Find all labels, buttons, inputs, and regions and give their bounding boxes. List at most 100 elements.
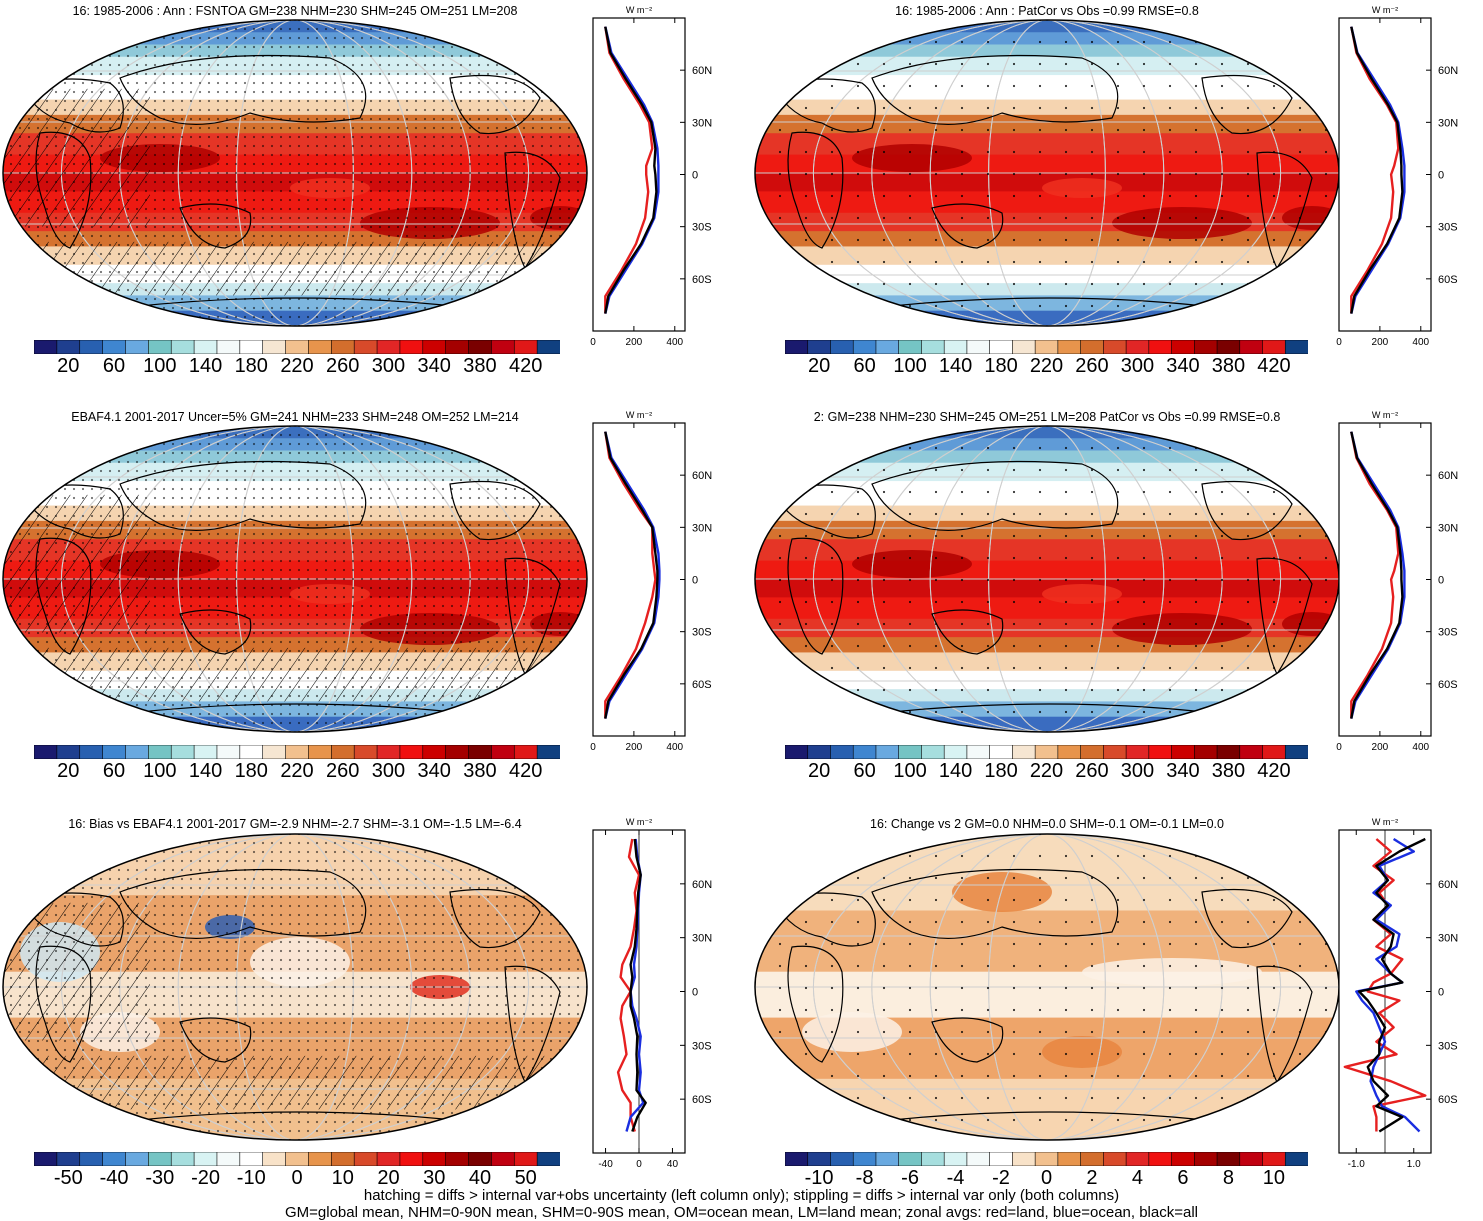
- continent-outline: [21, 892, 124, 947]
- zonal-ytick-label: 30S: [692, 1040, 712, 1052]
- zonal-ytick-label: 30N: [1438, 522, 1458, 534]
- colorbar-swatch: [34, 745, 58, 759]
- colorbar-swatch: [852, 745, 877, 759]
- panel-title: 16: 1985-2006 : Ann : FSNTOA GM=238 NHM=…: [72, 4, 518, 18]
- zonal-frame: [1338, 422, 1432, 737]
- colorbar-swatch: [1194, 340, 1218, 354]
- colorbar-swatch: [34, 1152, 58, 1166]
- colorbar-swatch: [875, 340, 900, 354]
- colorbar-tick-label: 20: [57, 355, 80, 377]
- continent-outline: [504, 557, 561, 676]
- zonal-p5: W m⁻² -40 0 40 60N 30N 0 30S 60S: [592, 817, 712, 1170]
- colorbar-swatch: [1239, 1152, 1264, 1166]
- zonal-series-all: [604, 26, 658, 314]
- hatching: [3, 1055, 587, 1110]
- colorbar-swatch: [1080, 340, 1104, 354]
- colorbar-swatch: [898, 745, 923, 759]
- colorbar-swatch: [1034, 745, 1059, 759]
- zonal-ytick-label: 0: [692, 575, 698, 587]
- map-p1: [2, 19, 588, 327]
- colorbar-swatch: [966, 1152, 991, 1166]
- colorbar-swatch: [1194, 1152, 1218, 1166]
- colorbar-tick-label: 180: [984, 760, 1018, 782]
- colorbar-swatch: [536, 340, 560, 354]
- continent-outline: [1256, 557, 1313, 676]
- continent-outline: [21, 78, 124, 133]
- colorbar-tick-label: 340: [1166, 760, 1200, 782]
- colorbar-tick-label: 10: [1262, 1167, 1286, 1189]
- colorbar-tick-label: 260: [1075, 760, 1109, 782]
- continent-outline: [787, 945, 844, 1063]
- colorbar-swatch: [170, 1152, 195, 1166]
- colorbar-swatch: [1012, 745, 1036, 759]
- zonal-unit-label: W m⁻²: [626, 5, 652, 15]
- colorbar-tick-label: -8: [855, 1167, 874, 1189]
- zonal-ytick-label: 30S: [1438, 1040, 1458, 1052]
- colorbar-tick-label: 380: [463, 760, 497, 782]
- zonal-ytick-label: 60N: [692, 879, 712, 891]
- colorbar-swatch: [331, 1152, 355, 1166]
- colorbar-swatch: [1216, 1152, 1241, 1166]
- colorbar-tick-label: 220: [1029, 760, 1064, 782]
- colorbar-swatch: [308, 745, 332, 759]
- zonal-series-ocean: [604, 431, 661, 719]
- colorbar-tick-label: 220: [1029, 355, 1064, 377]
- colorbar-swatch: [1057, 340, 1082, 354]
- colorbar-swatch: [830, 745, 854, 759]
- colorbar-swatch: [943, 1152, 968, 1166]
- colorbar-swatch: [1125, 340, 1150, 354]
- continent-outline: [773, 78, 876, 133]
- colorbar-swatch: [1034, 1152, 1059, 1166]
- zonal-ytick-label: 0: [1438, 170, 1444, 182]
- zonal-ytick-label: 0: [1438, 575, 1444, 587]
- colorbar-tick-label: 420: [1257, 760, 1291, 782]
- continent-outline: [504, 151, 561, 270]
- colorbar-swatch: [1057, 745, 1082, 759]
- colorbar-swatch: [56, 340, 81, 354]
- zonal-ytick-label: 30S: [692, 222, 712, 234]
- hatching: [3, 647, 587, 702]
- colorbar-swatch: [1103, 745, 1127, 759]
- colorbar-swatch: [807, 1152, 832, 1166]
- colorbar-swatch: [1148, 745, 1173, 759]
- colorbar-swatch: [921, 745, 945, 759]
- zonal-series-land: [1350, 431, 1400, 719]
- zonal-ytick-label: 60S: [692, 679, 712, 691]
- zonal-ytick-label: 60N: [692, 470, 712, 482]
- zonal-unit-label: W m⁻²: [626, 410, 652, 420]
- colorbar-tick-label: 4: [1131, 1167, 1144, 1189]
- colorbar-tick-label: 2: [1086, 1167, 1098, 1189]
- colorbar-swatch: [79, 340, 104, 354]
- hatching: [3, 494, 150, 633]
- continent-outline: [35, 945, 92, 1063]
- zonal-xtick-label: -1.0: [1348, 1159, 1366, 1170]
- colorbar-swatch: [1216, 340, 1241, 354]
- continent-outline: [787, 537, 844, 655]
- colorbar-labels-p6: -10 -8 -6 -4 -2 0 2 4 6 8 10: [785, 1167, 1308, 1191]
- colorbar-swatch: [239, 745, 264, 759]
- zonal-p1: W m⁻² 0 200 400 60N 30N 0 30S 60S: [590, 5, 712, 348]
- colorbar-swatch: [376, 1152, 401, 1166]
- zonal-series-all: [1350, 431, 1404, 719]
- colorbar-swatch: [34, 340, 58, 354]
- colorbar-swatch: [1262, 340, 1286, 354]
- continent-outline: [504, 965, 561, 1084]
- colorbar-swatch: [1103, 1152, 1127, 1166]
- zonal-ytick-label: 30N: [692, 933, 712, 945]
- colorbar-p1: [34, 340, 560, 354]
- colorbar-p6: [785, 1152, 1308, 1166]
- colorbar-swatch: [1125, 1152, 1150, 1166]
- colorbar-swatch: [445, 1152, 470, 1166]
- zonal-xtick-label: 200: [1372, 337, 1389, 348]
- continent-outline: [119, 54, 367, 125]
- colorbar-swatch: [376, 745, 401, 759]
- continent-outline: [35, 131, 92, 249]
- zonal-ytick-label: 60N: [1438, 879, 1458, 891]
- colorbar-tick-label: 420: [1257, 355, 1291, 377]
- colorbar-swatch: [285, 340, 310, 354]
- colorbar-tick-label: 40: [468, 1167, 492, 1189]
- continent-outline: [1201, 74, 1293, 135]
- colorbar-swatch: [785, 340, 809, 354]
- colorbar-swatch: [943, 745, 968, 759]
- colorbar-tick-label: 140: [188, 760, 223, 782]
